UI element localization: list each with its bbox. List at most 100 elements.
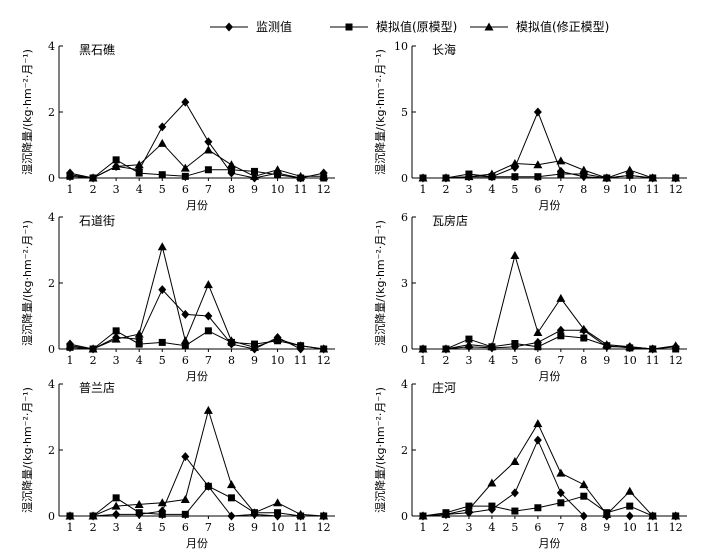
y-tick-label: 4 <box>48 211 55 224</box>
data-point <box>204 311 213 321</box>
data-point <box>534 343 542 351</box>
x-tick-label: 9 <box>251 354 258 367</box>
data-point <box>227 166 235 174</box>
x-tick-label: 1 <box>67 183 74 196</box>
data-point <box>602 340 612 349</box>
data-point <box>625 511 634 521</box>
x-tick-label: 5 <box>511 183 518 196</box>
data-point <box>111 501 121 510</box>
x-tick-label: 2 <box>442 183 449 196</box>
data-point <box>464 340 474 349</box>
series-3 <box>418 419 681 520</box>
data-point <box>251 167 259 175</box>
data-point <box>556 156 566 165</box>
data-point <box>580 492 588 500</box>
x-tick-label: 8 <box>228 183 235 196</box>
legend-square-marker <box>345 23 353 31</box>
data-point <box>112 327 120 335</box>
data-point <box>112 156 120 164</box>
data-point <box>204 166 212 174</box>
data-point <box>464 504 474 513</box>
x-tick-label: 10 <box>623 183 637 196</box>
data-point <box>112 494 120 502</box>
data-point <box>579 165 589 174</box>
data-point <box>158 338 166 346</box>
data-point <box>671 511 681 520</box>
data-point <box>274 509 282 517</box>
series-line <box>423 335 676 350</box>
data-point <box>158 171 166 179</box>
data-point <box>625 342 635 351</box>
y-tick-label: 4 <box>48 40 55 53</box>
x-tick-label: 1 <box>67 521 74 534</box>
data-point <box>626 502 634 510</box>
data-point <box>418 511 428 520</box>
data-point <box>65 341 75 350</box>
y-axis-label: 湿沉降量/(kg·hm⁻²·月⁻¹) <box>373 387 387 513</box>
data-point <box>488 502 496 510</box>
x-tick-label: 10 <box>623 354 637 367</box>
legend-label: 监测值 <box>256 19 292 34</box>
data-point <box>511 173 519 181</box>
x-axis-label: 月份 <box>539 199 561 212</box>
legend: 监测值 模拟值(原模型) 模拟值(修正模型) <box>210 19 609 34</box>
data-point <box>418 344 428 353</box>
data-point <box>648 511 658 520</box>
panel-title: 庄河 <box>432 380 456 395</box>
x-tick-label: 6 <box>182 183 189 196</box>
data-point <box>273 498 283 507</box>
data-point <box>134 160 144 169</box>
x-tick-label: 7 <box>557 354 564 367</box>
data-point <box>250 171 260 180</box>
data-point <box>135 169 143 177</box>
series-line <box>69 246 324 350</box>
series-line <box>422 438 676 517</box>
x-axis-label: 月份 <box>186 199 208 212</box>
series-3 <box>65 242 329 353</box>
y-tick-label: 0 <box>48 172 55 185</box>
data-point <box>511 507 519 515</box>
x-tick-label: 10 <box>271 354 285 367</box>
data-point <box>648 173 658 182</box>
x-tick-label: 7 <box>557 183 564 196</box>
data-point <box>579 324 589 333</box>
series-line <box>69 288 324 350</box>
legend-diamond-marker <box>225 22 233 32</box>
x-tick-label: 11 <box>294 354 308 367</box>
data-point <box>203 145 213 154</box>
panel-title: 长海 <box>432 42 456 57</box>
x-tick-label: 4 <box>488 354 495 367</box>
x-tick-label: 2 <box>90 354 97 367</box>
legend-triangle-marker <box>484 22 494 31</box>
y-tick-label: 4 <box>48 378 55 391</box>
x-tick-label: 9 <box>603 183 610 196</box>
data-point <box>181 309 190 319</box>
x-axis-label: 月份 <box>186 537 208 550</box>
data-point <box>180 495 190 503</box>
x-tick-label: 12 <box>669 521 683 534</box>
legend-item-2: 模拟值(原模型) <box>330 19 457 34</box>
y-tick-label: 4 <box>401 378 408 391</box>
x-tick-label: 7 <box>557 521 564 534</box>
x-tick-label: 3 <box>113 183 120 196</box>
data-point <box>273 165 283 174</box>
x-tick-label: 1 <box>67 354 74 367</box>
series-line <box>69 330 324 350</box>
x-tick-label: 1 <box>420 521 427 534</box>
data-point <box>88 344 98 353</box>
y-tick-label: 0 <box>48 343 55 356</box>
x-axis-label: 月份 <box>539 370 561 383</box>
legend-item-1: 监测值 <box>210 19 292 34</box>
data-point <box>556 468 566 477</box>
series-line <box>422 495 676 517</box>
data-point <box>296 509 306 518</box>
legend-label: 模拟值(修正模型) <box>516 19 609 34</box>
data-point <box>625 486 635 495</box>
series-line <box>70 485 324 517</box>
x-tick-label: 11 <box>294 521 308 534</box>
